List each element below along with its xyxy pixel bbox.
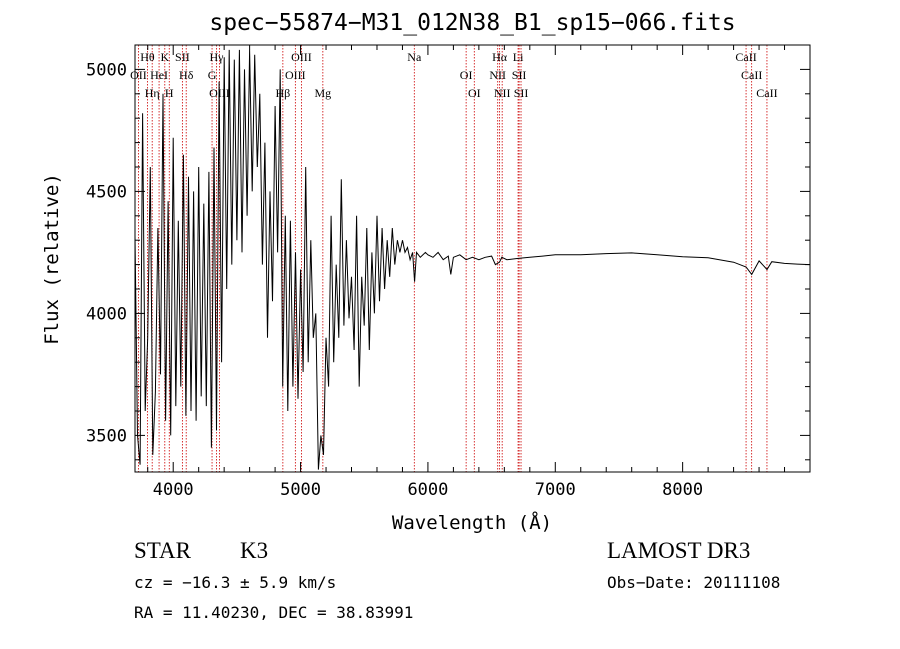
- y-tick-label: 4000: [86, 304, 127, 324]
- object-subclass: K3: [240, 538, 269, 563]
- line-label: Na: [407, 50, 422, 64]
- y-tick-label: 4500: [86, 182, 127, 202]
- line-label: H: [165, 86, 174, 100]
- x-tick-label: 5000: [280, 480, 321, 500]
- line-label: OI: [468, 86, 481, 100]
- survey-name: LAMOST DR3: [607, 538, 751, 563]
- line-label: SII: [512, 68, 527, 82]
- spectral-line-markers: [138, 45, 768, 472]
- y-tick-label: 3500: [86, 426, 127, 446]
- line-label: OI: [460, 68, 473, 82]
- redshift-velocity: cz = −16.3 ± 5.9 km/s: [134, 573, 337, 592]
- line-label: Li: [513, 50, 524, 64]
- chart-title: spec−55874−M31_012N38_B1_sp15−066.fits: [209, 10, 736, 36]
- line-label: OII: [130, 68, 147, 82]
- line-label: CaII: [735, 50, 756, 64]
- x-axis-ticks: 4000 5000 6000 7000 8000: [147, 45, 811, 500]
- line-label: NII: [489, 68, 506, 82]
- spectral-line-labels: HθOIIHηKHeIHSIIHδOIIIHγGHβOIIIOIIIMgNaOI…: [130, 50, 778, 100]
- line-label: K: [160, 50, 169, 64]
- line-label: Hθ: [140, 50, 155, 64]
- line-label: SII: [175, 50, 190, 64]
- y-axis-label: Flux (relative): [41, 173, 63, 345]
- x-axis-label: Wavelength (Å): [391, 512, 553, 534]
- line-label: OIII: [291, 50, 312, 64]
- coordinates: RA = 11.40230, DEC = 38.83991: [134, 603, 414, 622]
- line-label: SII: [514, 86, 529, 100]
- line-label: Hα: [492, 50, 508, 64]
- x-tick-label: 8000: [662, 480, 703, 500]
- line-label: HeI: [150, 68, 168, 82]
- line-label: Hβ: [275, 86, 290, 100]
- line-label: Hδ: [179, 68, 194, 82]
- y-tick-label: 5000: [86, 60, 127, 80]
- spectrum-line: [134, 49, 811, 470]
- line-label: OIII: [285, 68, 306, 82]
- observation-date: Obs−Date: 20111108: [607, 573, 781, 592]
- line-label: NII: [494, 86, 511, 100]
- line-label: Hη: [145, 86, 160, 100]
- x-tick-label: 6000: [407, 480, 448, 500]
- plot-frame: [134, 44, 811, 473]
- line-label: Hγ: [210, 50, 225, 64]
- x-tick-label: 7000: [535, 480, 576, 500]
- line-label: Mg: [315, 86, 332, 100]
- y-axis-ticks: 3500 4000 4500 5000: [86, 44, 810, 461]
- object-class: STAR: [134, 538, 191, 563]
- line-label: CaII: [756, 86, 777, 100]
- line-label: G: [208, 68, 217, 82]
- x-tick-label: 4000: [153, 480, 194, 500]
- line-label: CaII: [741, 68, 762, 82]
